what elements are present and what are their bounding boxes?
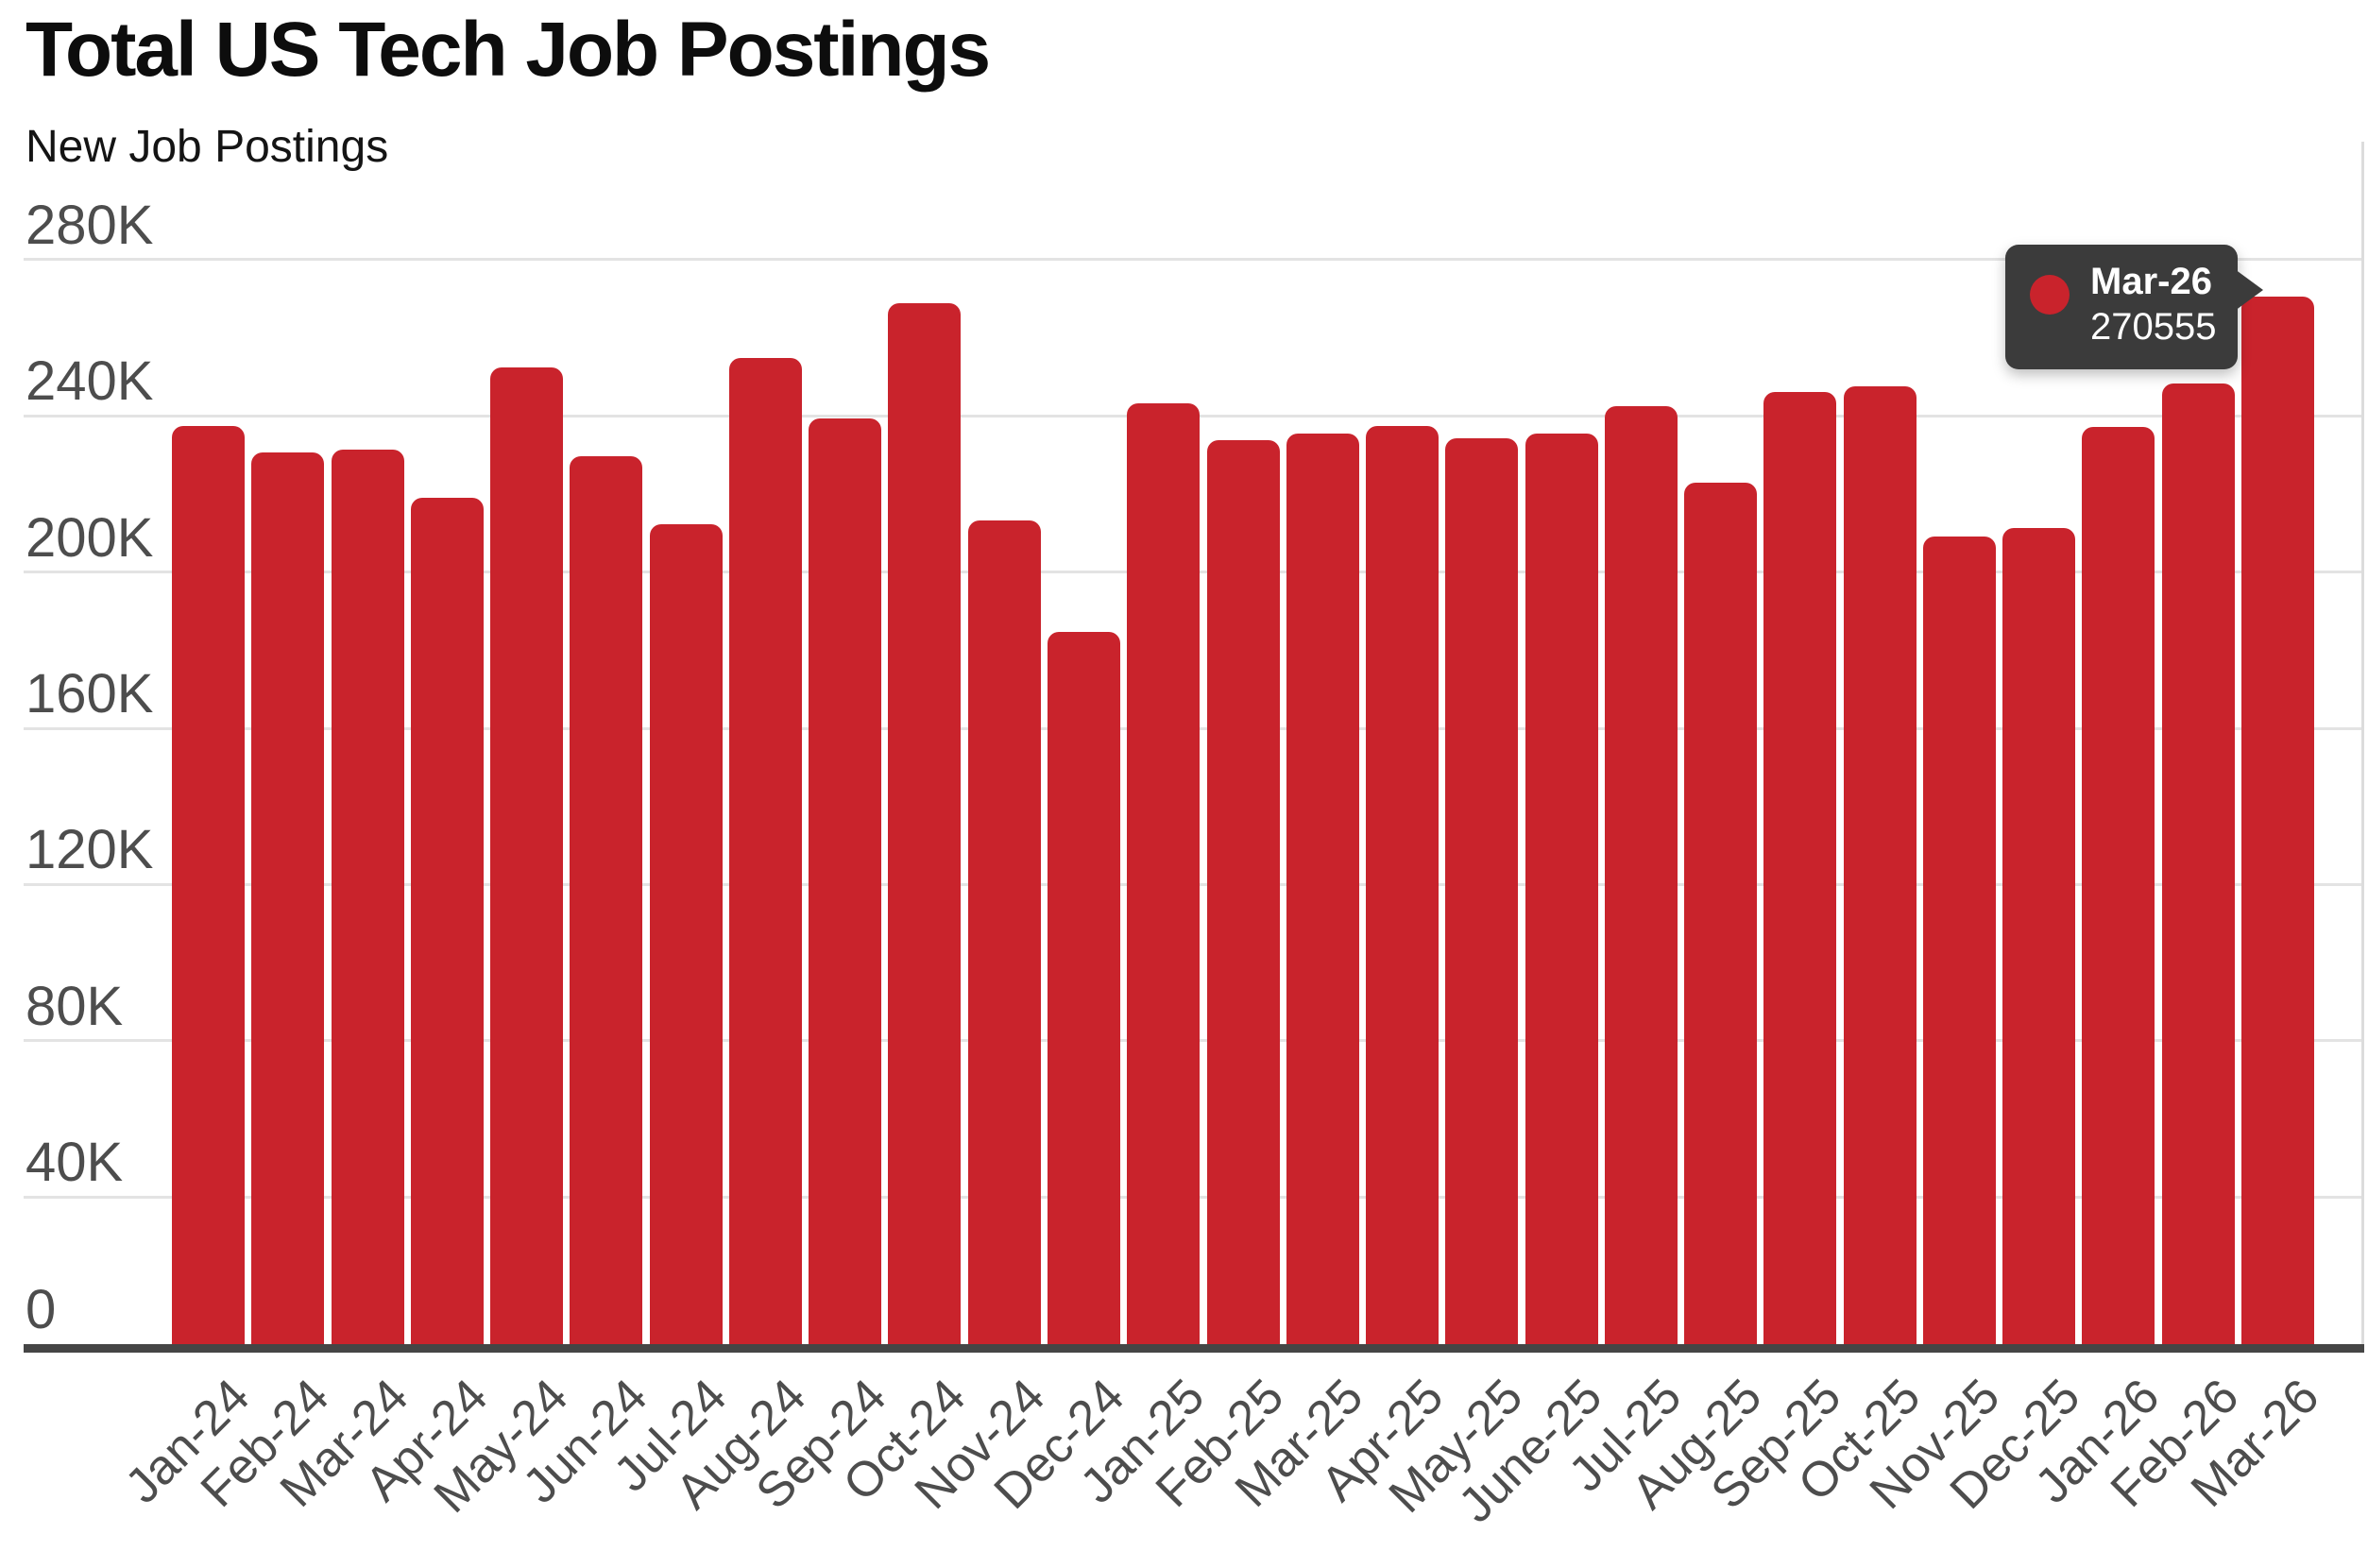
plot-right-border [2361,142,2364,1353]
chart-title: Total US Tech Job Postings [26,7,991,93]
bar-Aug-25[interactable] [1684,483,1757,1354]
bar-Feb-26[interactable] [2162,383,2235,1354]
bar-June-25[interactable] [1525,434,1598,1354]
bar-May-24[interactable] [490,367,563,1354]
y-tick-0: 0 [26,1279,57,1340]
x-axis-line [24,1344,2364,1353]
bar-Jul-24[interactable] [650,524,723,1354]
tooltip-value: 270555 [2090,306,2217,348]
bar-Dec-24[interactable] [1048,632,1120,1354]
bar-Sep-24[interactable] [809,418,881,1354]
y-tick-280K: 280K [26,194,154,256]
bar-Sep-25[interactable] [1763,391,1836,1354]
bar-May-25[interactable] [1445,438,1518,1354]
bar-Mar-26[interactable] [2241,297,2314,1354]
y-tick-80K: 80K [26,975,124,1037]
y-tick-120K: 120K [26,819,154,881]
bar-Jan-25[interactable] [1127,402,1200,1354]
tooltip-arrow-icon [2235,269,2263,311]
bar-Nov-25[interactable] [1923,536,1996,1354]
chart-subtitle: New Job Postings [26,122,389,172]
grid-line-280K [24,258,2364,262]
bar-Jun-24[interactable] [570,455,642,1354]
tooltip-series-dot-icon [2030,275,2070,315]
bar-Feb-24[interactable] [251,452,324,1354]
y-tick-40K: 40K [26,1132,124,1194]
bar-Dec-25[interactable] [2002,527,2075,1354]
y-tick-160K: 160K [26,663,154,725]
bar-Nov-24[interactable] [968,520,1041,1354]
tooltip-text: Mar-26 270555 [2090,258,2216,349]
tooltip: Mar-26 270555 [2005,245,2263,369]
bar-Apr-25[interactable] [1366,425,1439,1354]
bar-Jan-24[interactable] [172,425,245,1354]
bar-Jan-26[interactable] [2082,427,2155,1354]
bar-Apr-24[interactable] [411,497,484,1354]
bar-Oct-25[interactable] [1844,385,1917,1354]
bar-Mar-25[interactable] [1286,433,1359,1354]
bar-Mar-24[interactable] [332,450,404,1354]
bar-Aug-24[interactable] [729,358,802,1354]
tooltip-label: Mar-26 [2090,261,2212,302]
bar-Feb-25[interactable] [1207,440,1280,1354]
y-tick-240K: 240K [26,350,154,413]
bar-Jul-25[interactable] [1605,405,1678,1354]
y-tick-200K: 200K [26,506,154,569]
bar-Oct-24[interactable] [888,302,961,1354]
